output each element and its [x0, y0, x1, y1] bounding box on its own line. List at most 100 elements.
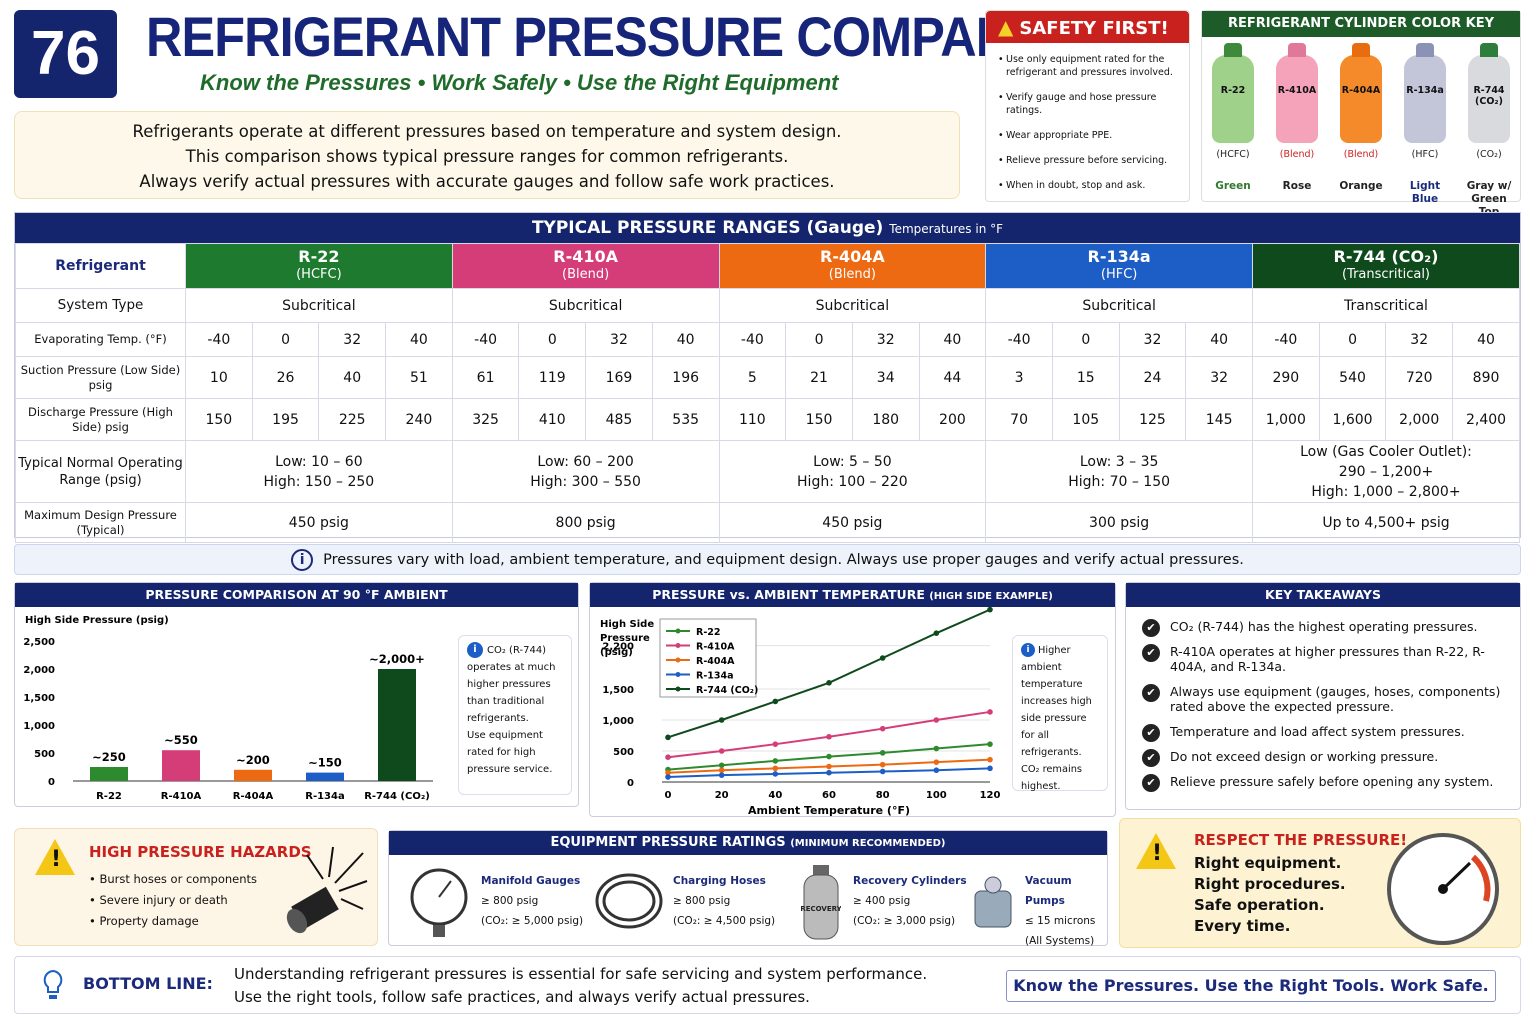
system-type-cell: Subcritical	[985, 288, 1253, 323]
discharge-cell: 145	[1185, 398, 1253, 441]
slogan-box: Know the Pressures. Use the Right Tools.…	[1006, 970, 1496, 1002]
intro-line: Always verify actual pressures with accu…	[139, 172, 835, 191]
data-point	[826, 769, 832, 776]
data-point	[718, 748, 725, 754]
line-chart-title: PRESSURE vs. AMBIENT TEMPERATURE (HIGH S…	[590, 583, 1115, 607]
discharge-cell: 325	[451, 398, 520, 441]
info-icon: i	[467, 642, 483, 658]
equipment-ratings-panel: EQUIPMENT PRESSURE RATINGS (MINIMUM RECO…	[388, 830, 1108, 947]
key-takeaways-panel: KEY TAKEAWAYS CO₂ (R-744) has the highes…	[1125, 582, 1521, 810]
equipment-rating: ≥ 400 psig	[853, 895, 911, 907]
normal-range-cell: Low (Gas Cooler Outlet): 290 – 1,200+ High…	[1252, 440, 1520, 503]
respect-line: Every time.	[1194, 917, 1291, 935]
normal-range-cell: Low: 5 – 50 High: 100 – 220	[718, 440, 987, 503]
temp-cell: -40	[1252, 322, 1320, 357]
legend-marker	[675, 657, 681, 663]
bar-chart-title: PRESSURE COMPARISON AT 90 °F AMBIENT	[15, 583, 578, 607]
suction-cell: 34	[851, 356, 920, 399]
info-icon: i	[1021, 643, 1035, 657]
bottom-line: Use the right tools, follow safe practic…	[234, 988, 810, 1006]
temp-cell: 0	[251, 322, 320, 357]
data-point	[879, 750, 886, 756]
page-subtitle: Know the Pressures • Work Safely • Use t…	[200, 70, 839, 95]
data-point	[718, 767, 725, 774]
data-point	[772, 765, 779, 772]
discharge-cell: 535	[651, 398, 720, 441]
y-tick-label: 2,500	[23, 637, 55, 648]
intro-box: Refrigerants operate at different pressu…	[14, 111, 960, 199]
equipment-name: Vacuum Pumps	[1025, 875, 1072, 907]
bar	[306, 772, 344, 781]
max-pressure-cell: Up to 4,500+ psig	[1252, 502, 1520, 543]
cylinder-name: R-22	[1220, 85, 1246, 96]
safety-item: Use only equipment rated for the refrige…	[998, 53, 1181, 79]
max-pressure-cell: 450 psig	[185, 502, 453, 543]
y-axis-title: High Side	[600, 619, 654, 630]
suction-cell: 5	[718, 356, 787, 399]
equipment-co2: (CO₂: ≥ 5,000 psig)	[481, 915, 584, 927]
hazards-list: • Burst hoses or components • Severe inj…	[89, 872, 258, 928]
discharge-cell: 105	[1051, 398, 1120, 441]
equipment-co2: (CO₂: ≥ 3,000 psig)	[853, 915, 956, 927]
x-tick-label: R-404A	[233, 791, 274, 802]
safety-item: Wear appropriate PPE.	[998, 129, 1181, 142]
data-point	[826, 733, 832, 740]
x-tick-label: 80	[876, 790, 890, 801]
cylinder-icon: R-744 (CO₂)	[1468, 43, 1510, 143]
max-pressure-cell: 300 psig	[985, 502, 1253, 543]
bar-value-label: ~250	[92, 750, 126, 764]
equipment-item: Recovery Cylinders ≥ 400 psig (CO₂: ≥ 3,00…	[853, 871, 967, 931]
number-badge: 76	[14, 10, 117, 98]
cylinder-color-key: REFRIGERANT CYLINDER COLOR KEY R-22 (HCFC…	[1201, 10, 1521, 218]
cylinder-name: R-134a	[1406, 85, 1444, 96]
discharge-cell: 180	[851, 398, 920, 441]
temp-cell: 32	[318, 322, 387, 357]
info-line: temperature	[1021, 679, 1083, 690]
temp-cell: 40	[1185, 322, 1253, 357]
safety-title: SAFETY FIRST!	[1019, 18, 1169, 39]
data-point	[933, 745, 940, 752]
info-line: higher pressures	[467, 679, 551, 690]
discharge-cell: 410	[518, 398, 587, 441]
data-point	[665, 769, 671, 776]
y-tick-label: 500	[34, 749, 55, 760]
discharge-cell: 110	[718, 398, 787, 441]
refrigerant-header: R-134a (HFC)	[985, 243, 1253, 289]
row-label: Evaporating Temp. (°F)	[15, 322, 186, 357]
hazards-title: HIGH PRESSURE HAZARDS	[89, 843, 312, 861]
intro-line: This comparison shows typical pressure r…	[185, 147, 789, 166]
data-point	[987, 741, 993, 747]
temp-cell: -40	[718, 322, 787, 357]
data-point	[987, 765, 993, 772]
equipment-item: Manifold Gauges ≥ 800 psig (CO₂: ≥ 5,000 p…	[481, 871, 583, 931]
data-point	[933, 759, 940, 765]
y-tick-label: 2,000	[23, 665, 55, 676]
cylinder-key-title: REFRIGERANT CYLINDER COLOR KEY	[1202, 11, 1520, 37]
suction-cell: 890	[1452, 356, 1520, 399]
x-tick-label: 0	[665, 790, 672, 801]
equipment-name: Recovery Cylinders	[853, 875, 967, 887]
y-axis-title: (psig)	[600, 647, 633, 658]
cylinder-item: R-744 (CO₂) (CO₂) Gray w/ Green Top	[1466, 43, 1512, 219]
y-tick-label: 1,000	[23, 721, 55, 732]
info-icon: i	[291, 549, 314, 571]
data-point	[879, 655, 886, 661]
y-axis-title: High Side Pressure (psig)	[25, 615, 169, 626]
line-chart-info: i Higher ambient temperature increases hi…	[1012, 635, 1108, 792]
pressure-table: TYPICAL PRESSURE RANGES (Gauge) Temperatu…	[14, 212, 1521, 543]
respect-line: Right procedures.	[1194, 875, 1346, 893]
line-chart-panel: PRESSURE vs. AMBIENT TEMPERATURE (HIGH S…	[589, 582, 1116, 817]
legend-marker	[675, 686, 681, 692]
refrigerant-header: R-744 (CO₂) (Transcritical)	[1252, 243, 1520, 289]
cylinder-type: (Blend)	[1343, 149, 1379, 160]
y-tick-label: 1,500	[602, 685, 634, 696]
equipment-item: Vacuum Pumps ≤ 15 microns (All Systems)	[1025, 871, 1107, 951]
suction-cell: 44	[918, 356, 987, 399]
info-line: CO₂ (R-744)	[487, 645, 547, 656]
temp-cell: 40	[385, 322, 453, 357]
suction-cell: 32	[1185, 356, 1253, 399]
cylinder-item: R-410A (Blend) Rose	[1274, 43, 1320, 193]
cylinder-icon: R-22	[1212, 43, 1254, 143]
safety-item: When in doubt, stop and ask.	[998, 179, 1181, 192]
discharge-cell: 1,000	[1252, 398, 1320, 441]
